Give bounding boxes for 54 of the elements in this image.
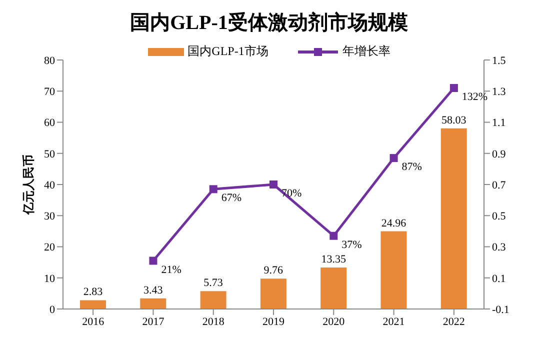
y-tick-label: 40 [44,179,56,192]
data-label: 5.73 [204,277,224,290]
y-tick-label: 60 [44,117,56,130]
y-tick-label: 50 [44,148,56,160]
y-tick-label: 80 [44,54,56,67]
x-tick-label: 2020 [322,316,346,328]
point [209,185,218,194]
bar [200,291,226,309]
y2-tick-label: 1.5 [492,54,506,67]
data-label: 37% [342,238,362,251]
x-tick-label: 2018 [202,316,225,328]
data-label: 24.96 [381,217,407,230]
x-tick-label: 2021 [382,316,405,328]
x-tick-label: 2019 [262,316,285,328]
y2-tick-label: 1.1 [492,117,506,130]
point [450,84,458,92]
y2-tick-label: -0.1 [492,304,510,316]
y-tick-label: 10 [44,272,56,285]
y-tick-label: 20 [44,242,56,254]
bar [80,300,106,309]
y2-tick-label: 0.1 [492,272,506,285]
data-label: 58.03 [441,114,467,126]
data-label: 2.83 [83,286,104,298]
bar [140,298,166,309]
data-label: 9.76 [264,264,284,277]
point [390,154,398,162]
y-axis-title: 亿元人民币 [21,154,36,216]
y-tick-label: 0 [50,304,56,316]
y2-tick-label: 0.9 [492,148,506,160]
data-label: 21% [161,264,182,276]
y-tick-label: 70 [44,86,56,98]
data-label: 3.43 [144,284,164,296]
x-tick-label: 2016 [82,316,105,328]
x-tick-label: 2022 [442,316,465,328]
point [330,232,338,240]
bar [320,267,347,309]
chart-title: 国内GLP-1受体激动剂市场规模 [129,10,409,36]
x-tick-label: 2017 [142,316,165,328]
y2-tick-label: 0.5 [492,210,506,223]
bar [380,231,407,309]
y2-tick-label: 0.7 [492,179,506,192]
legend-label: 国内GLP-1市场 [186,43,268,60]
point [149,256,158,265]
legend-label: 年增长率 [341,43,390,60]
bar [440,128,467,309]
data-label: 13.35 [321,253,346,266]
y2-tick-label: 1.3 [492,86,506,98]
y2-tick-label: 0.3 [492,242,506,254]
data-label: 67% [221,192,242,204]
bar [260,278,286,309]
y-tick-label: 30 [44,210,56,223]
data-label: 132% [462,91,488,104]
point [270,180,278,188]
data-label: 87% [402,161,422,174]
